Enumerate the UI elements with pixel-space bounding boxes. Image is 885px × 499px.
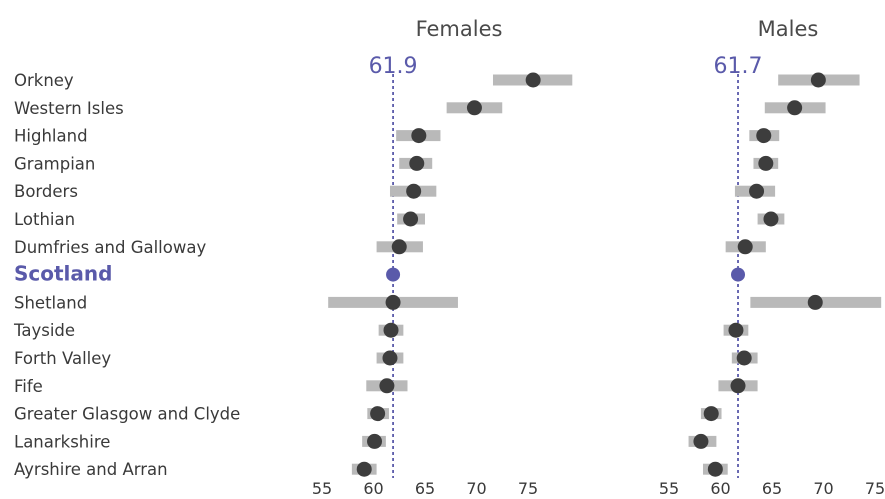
value-dot (787, 100, 803, 116)
x-tick-label: 70 (813, 479, 833, 498)
category-label: Western Isles (14, 99, 124, 118)
reference-label: 61.7 (714, 54, 763, 79)
value-dot (763, 211, 779, 227)
value-dot (356, 461, 372, 477)
x-tick-label: 75 (865, 479, 885, 498)
x-tick-label: 60 (710, 479, 730, 498)
x-tick-label: 65 (762, 479, 782, 498)
panel-title: Females (416, 17, 503, 41)
value-dot (737, 239, 753, 255)
value-dot (758, 155, 774, 171)
category-label: Orkney (14, 71, 74, 90)
category-label: Fife (14, 377, 43, 396)
value-dot (367, 433, 383, 449)
value-dot (703, 406, 719, 422)
category-label: Borders (14, 182, 78, 201)
value-dot (379, 378, 395, 394)
value-dot (730, 378, 746, 394)
value-dot (736, 350, 752, 366)
category-label: Lothian (14, 210, 75, 229)
value-dot (466, 100, 482, 116)
x-tick-label: 60 (363, 479, 383, 498)
value-dot (756, 128, 772, 144)
reference-label: 61.9 (369, 54, 418, 79)
category-label: Greater Glasgow and Clyde (14, 405, 240, 424)
value-dot (728, 322, 744, 338)
category-label: Shetland (14, 293, 87, 312)
x-tick-label: 55 (659, 479, 679, 498)
value-dot (707, 461, 723, 477)
value-dot (810, 72, 826, 88)
category-label: Grampian (14, 154, 95, 173)
category-label: Forth Valley (14, 349, 111, 368)
value-dot (385, 294, 401, 310)
value-dot (409, 155, 425, 171)
value-dot (525, 72, 541, 88)
x-tick-label: 55 (312, 479, 332, 498)
value-dot (411, 128, 427, 144)
value-dot (391, 239, 407, 255)
category-label: Lanarkshire (14, 432, 110, 451)
category-label: Tayside (13, 321, 75, 340)
value-dot (383, 322, 399, 338)
value-dot (370, 406, 386, 422)
value-dot (382, 350, 398, 366)
value-dot (406, 183, 422, 199)
value-dot (693, 433, 709, 449)
x-tick-label: 75 (518, 479, 538, 498)
value-dot (403, 211, 419, 227)
category-label: Highland (14, 127, 88, 146)
x-tick-label: 70 (466, 479, 486, 498)
category-label: Ayrshire and Arran (14, 460, 168, 479)
x-tick-label: 65 (415, 479, 435, 498)
value-dot (749, 183, 765, 199)
category-label-highlight: Scotland (14, 262, 112, 286)
value-dot (807, 294, 823, 310)
panel-title: Males (758, 17, 819, 41)
category-label: Dumfries and Galloway (14, 238, 206, 257)
scotland-dot (386, 267, 401, 282)
scotland-dot (731, 267, 746, 282)
